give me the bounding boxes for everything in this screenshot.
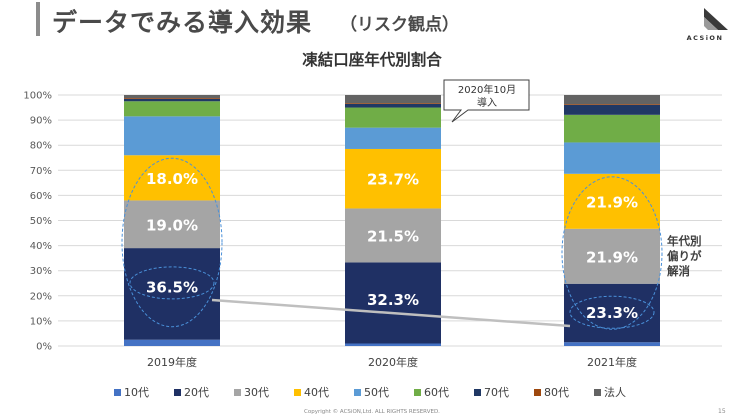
title-accent-bar: [36, 2, 40, 36]
label-ellipse: [569, 295, 655, 329]
data-label: 21.9%: [586, 248, 638, 266]
logo-wordmark: ACSiON: [686, 34, 724, 42]
trend-line: [211, 298, 571, 328]
callout-box: [443, 79, 530, 123]
data-label: 36.5%: [146, 279, 198, 297]
slide-title: データでみる導入効果: [52, 8, 313, 37]
page-number: 15: [718, 408, 726, 415]
legend-label: 70代: [484, 386, 509, 399]
bar-segment: [564, 342, 660, 346]
slide-subtitle: （リスク観点）: [340, 15, 459, 35]
x-tick-label: 2019年度: [147, 355, 197, 369]
y-tick-label: 10%: [30, 316, 52, 327]
data-label: 19.0%: [146, 216, 198, 234]
bar-segment: [124, 98, 220, 99]
data-label: 23.3%: [586, 304, 638, 322]
legend-label: 20代: [184, 386, 209, 399]
bar-segment: [564, 228, 660, 284]
legend-swatch: [234, 389, 241, 396]
legend-label: 80代: [544, 386, 569, 399]
callout-text: 導入: [477, 96, 497, 109]
label-ellipse: [129, 266, 215, 300]
side-note-text: 偏りが: [667, 249, 702, 263]
y-tick-label: 100%: [23, 91, 52, 102]
bar-segment: [124, 95, 220, 99]
y-tick-label: 30%: [30, 266, 52, 277]
bar-segment: [564, 104, 660, 115]
legend-swatch: [294, 389, 301, 396]
callout-text: 2020年10月: [458, 83, 516, 96]
acsion-logo-icon: [704, 8, 728, 30]
bar-segment: [345, 127, 441, 149]
legend-swatch: [114, 389, 121, 396]
bar-segment: [345, 103, 441, 108]
legend-swatch: [594, 389, 601, 396]
copyright-footer: Copyright © ACSiON,Ltd. ALL RIGHTS RESER…: [304, 409, 440, 415]
bar-segment: [345, 107, 441, 128]
bar-segment: [564, 95, 660, 105]
data-label: 21.9%: [586, 193, 638, 211]
legend-label: 50代: [364, 386, 389, 399]
y-tick-label: 40%: [30, 241, 52, 252]
legend-swatch: [534, 389, 541, 396]
data-label: 18.0%: [146, 170, 198, 188]
side-note-text: 年代別: [667, 234, 702, 248]
x-tick-label: 2021年度: [587, 355, 637, 369]
legend-label: 40代: [304, 386, 329, 399]
legend-swatch: [174, 389, 181, 396]
legend-swatch: [354, 389, 361, 396]
bar-segment: [124, 248, 220, 340]
y-tick-label: 0%: [36, 342, 52, 353]
legend-swatch: [474, 389, 481, 396]
bar-segment: [564, 114, 660, 143]
bar-segment: [564, 104, 660, 105]
side-note-text: 解消: [667, 264, 690, 278]
legend-swatch: [414, 389, 421, 396]
data-label: 23.7%: [367, 171, 419, 189]
data-label: 32.3%: [367, 291, 419, 309]
legend-label: 30代: [244, 386, 269, 399]
highlight-ellipse: [121, 157, 223, 328]
bar-segment: [564, 283, 660, 343]
bar-segment: [124, 98, 220, 102]
bar-segment: [345, 262, 441, 344]
y-tick-label: 90%: [30, 116, 52, 127]
highlight-ellipse: [561, 176, 663, 330]
bar-segment: [345, 208, 441, 263]
bar-segment: [124, 339, 220, 346]
legend-label: 60代: [424, 386, 449, 399]
x-tick-label: 2020年度: [368, 355, 418, 369]
bar-segment: [124, 116, 220, 156]
chart-title: 凍結口座年代別割合: [302, 51, 442, 69]
bar-segment: [345, 343, 441, 346]
bar-segment: [564, 142, 660, 174]
bar-segment: [345, 148, 441, 209]
data-label: 21.5%: [367, 227, 419, 245]
bar-segment: [564, 173, 660, 229]
bar-segment: [124, 200, 220, 249]
y-tick-label: 80%: [30, 141, 52, 152]
legend-label: 法人: [604, 385, 626, 399]
y-tick-label: 50%: [30, 216, 52, 227]
legend-label: 10代: [124, 386, 149, 399]
y-tick-label: 20%: [30, 291, 52, 302]
bar-segment: [345, 95, 441, 104]
y-tick-label: 70%: [30, 166, 52, 177]
y-tick-label: 60%: [30, 191, 52, 202]
bar-segment: [345, 103, 441, 104]
bar-segment: [124, 101, 220, 117]
